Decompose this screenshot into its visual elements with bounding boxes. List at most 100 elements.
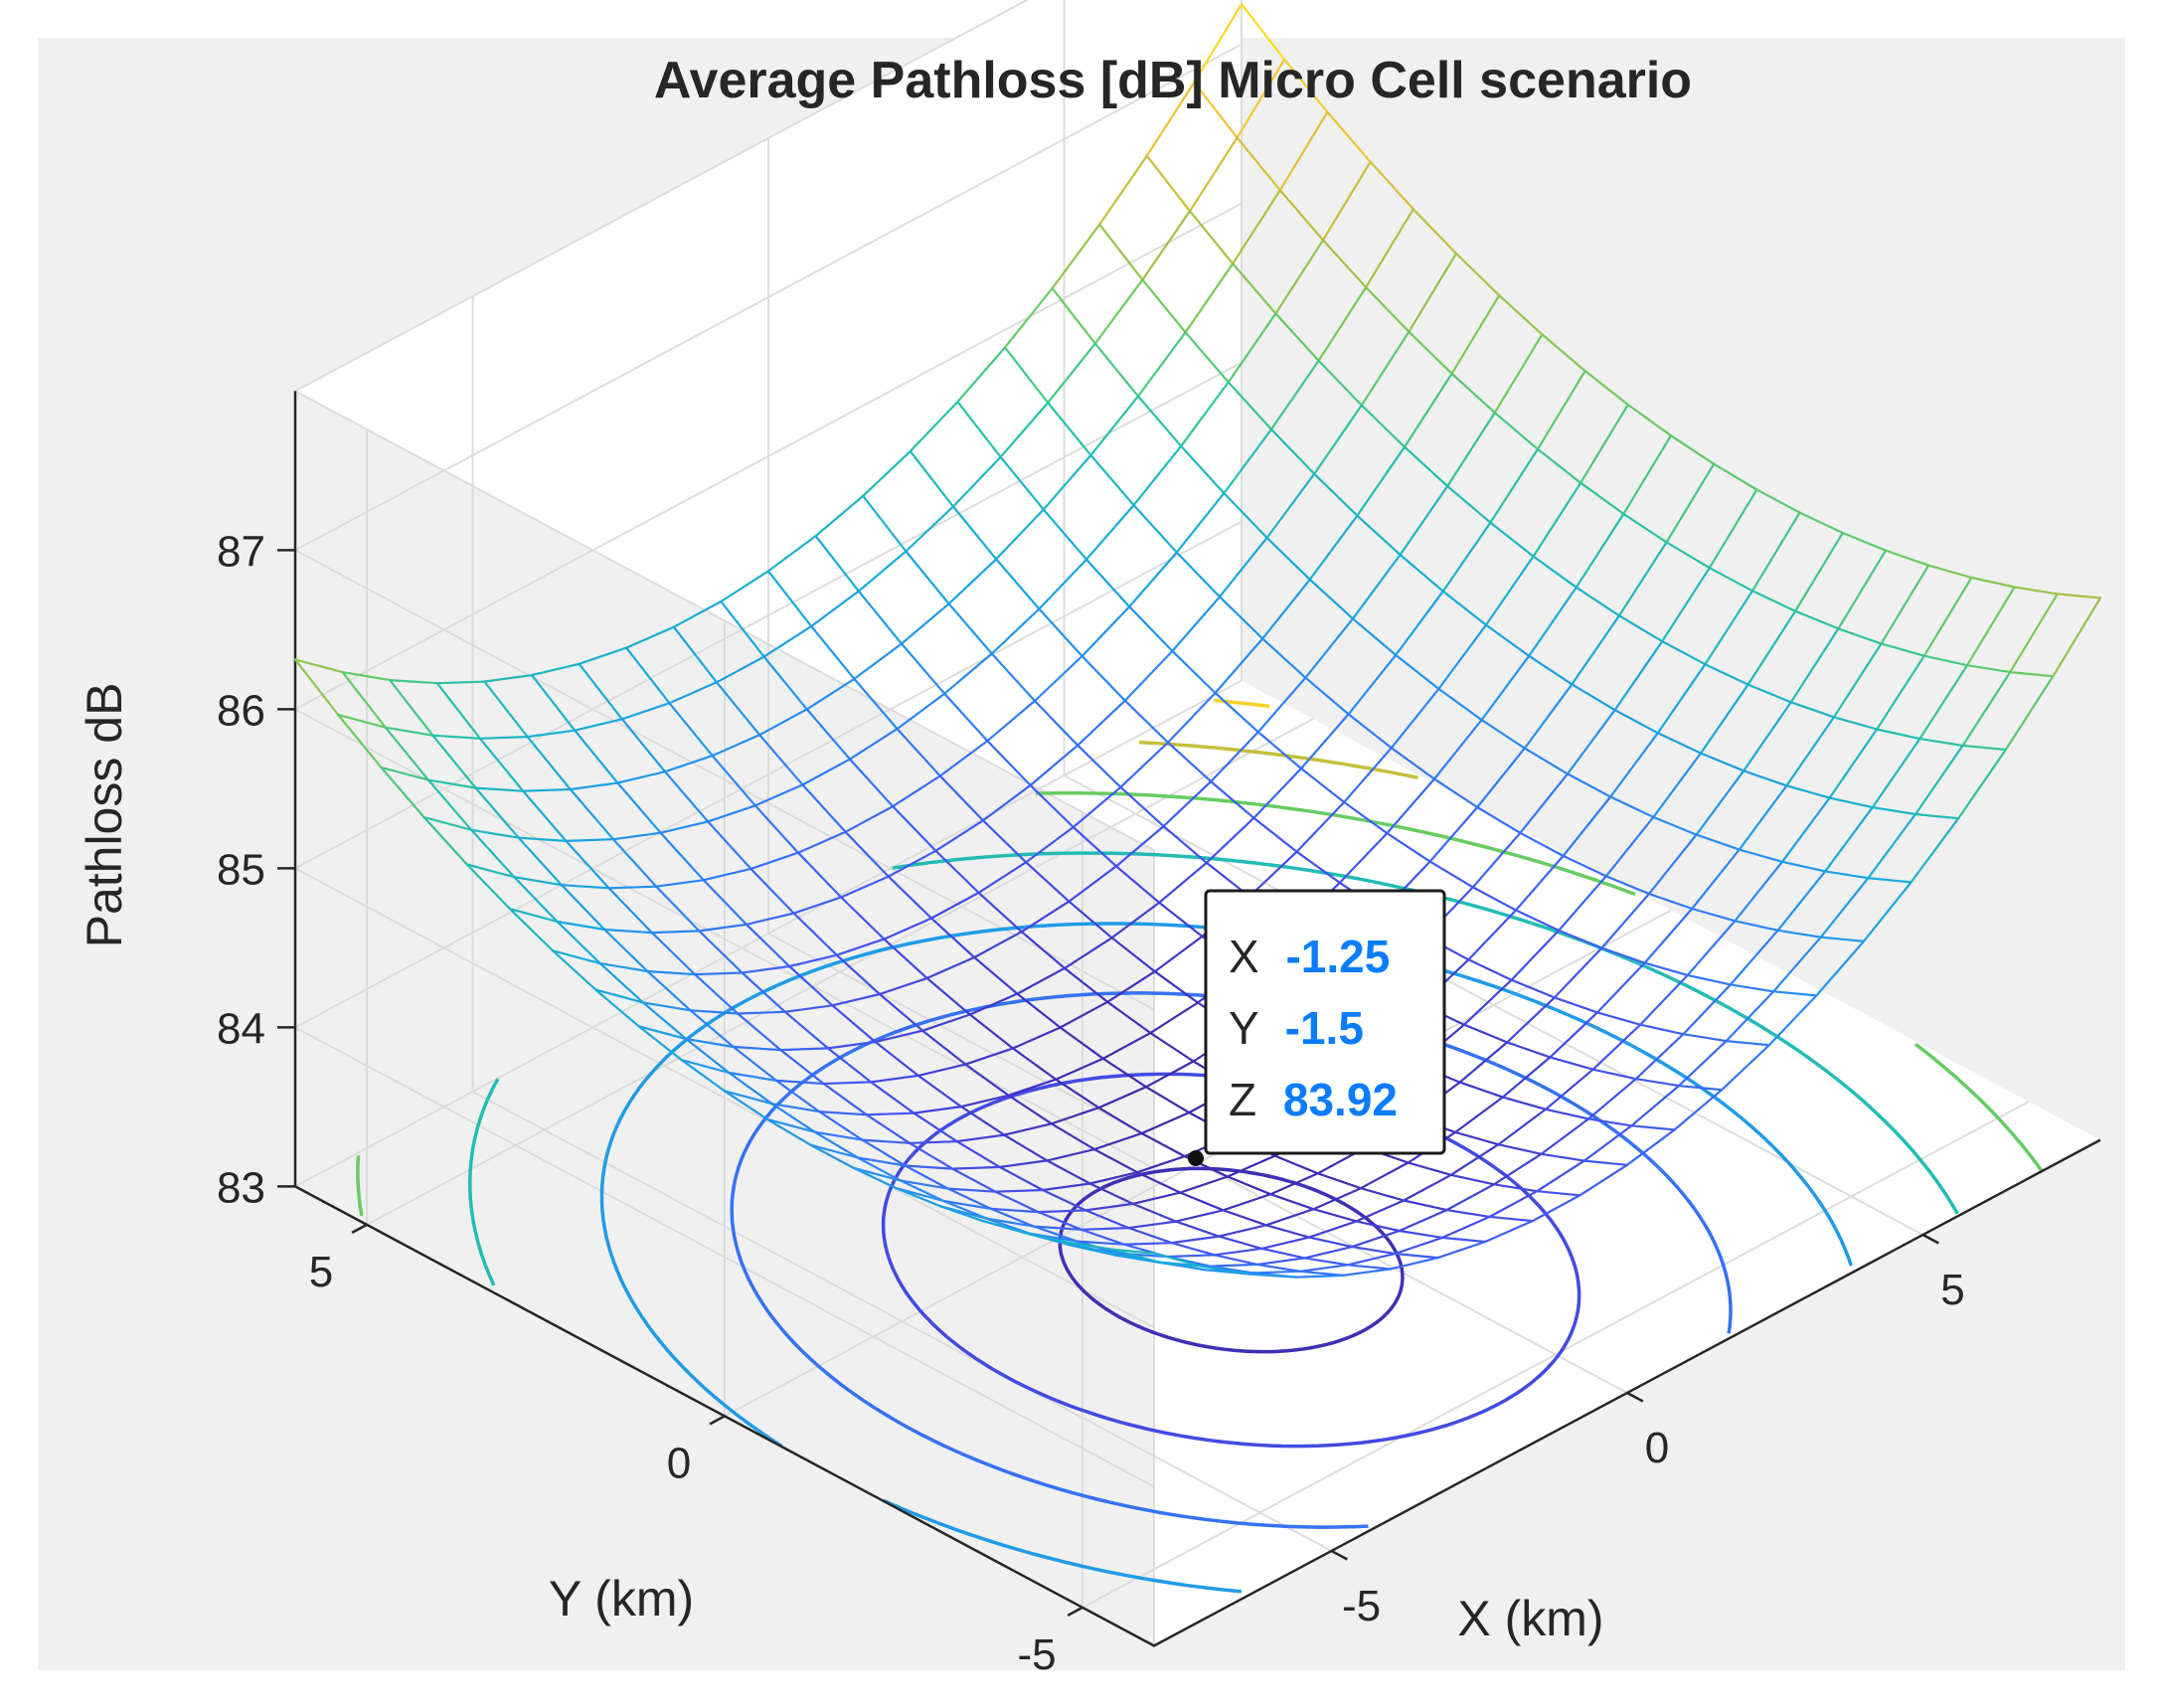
mesh-segment [805, 708, 852, 761]
mesh-segment [1136, 331, 1187, 398]
mesh-segment [1558, 875, 1607, 933]
mesh-segment [844, 804, 895, 833]
mesh-segment [1625, 1128, 1676, 1166]
mesh-segment [1261, 578, 1311, 640]
datatip-y-row: Y -1.5 [1229, 1002, 1364, 1054]
mesh-segment [1918, 737, 1964, 748]
mesh-segment [483, 673, 534, 683]
mesh-segment [1454, 1096, 1504, 1134]
mesh-segment [1223, 492, 1268, 540]
mesh-segment [1184, 331, 1230, 384]
mesh-segment [2009, 670, 2055, 678]
mesh-segment [1175, 551, 1222, 598]
mesh-segment [1299, 1264, 1349, 1273]
mesh-segment [955, 1139, 1001, 1169]
mesh-segment [1308, 578, 1355, 620]
mesh-segment [1437, 623, 1488, 691]
mesh-segment [1484, 555, 1535, 626]
mesh-segment [1562, 854, 1607, 878]
mesh-segment [1145, 81, 1196, 157]
mesh-segment [1343, 747, 1393, 804]
mesh-segment [1128, 605, 1174, 653]
mesh-segment [1227, 312, 1277, 384]
mesh-segment [1458, 1081, 1504, 1099]
mesh-segment [1497, 1108, 1548, 1146]
mesh-segment [1025, 825, 1075, 864]
mesh-segment [1033, 699, 1079, 747]
mesh-segment [840, 875, 890, 899]
mesh-segment [981, 1219, 1027, 1235]
mesh-segment [603, 928, 653, 935]
mesh-segment [1076, 1240, 1126, 1246]
datatip-marker [1188, 1150, 1204, 1166]
mesh-segment [1789, 701, 1836, 719]
mesh-segment [1317, 285, 1368, 362]
mesh-segment [934, 819, 985, 852]
mesh-segment [341, 670, 392, 682]
mesh-segment [831, 992, 882, 1007]
mesh-segment [896, 727, 941, 777]
mesh-segment [1174, 1220, 1221, 1238]
mesh-segment [904, 1164, 949, 1190]
mesh-segment [783, 1010, 830, 1050]
mesh-segment [1359, 1187, 1406, 1202]
mesh-segment [1575, 586, 1621, 617]
datatip-z-value: 83.92 [1283, 1074, 1398, 1125]
mesh-segment [1595, 1011, 1642, 1026]
mesh-segment [1214, 637, 1264, 695]
mesh-segment [1080, 605, 1131, 658]
mesh-segment [478, 737, 525, 792]
mesh-segment [1136, 395, 1183, 447]
mesh-segment [1918, 664, 1969, 741]
mesh-segment [814, 494, 865, 538]
contour-line [1548, 1088, 1733, 1334]
mesh-segment [646, 969, 692, 1012]
axes-layer [293, 391, 2101, 1647]
mesh-segment [1970, 576, 2016, 589]
mesh-segment [1047, 402, 1092, 456]
mesh-segment [2052, 597, 2102, 678]
mesh-segment [1832, 642, 1883, 719]
mesh-segment [1579, 481, 1625, 516]
mesh-segment [977, 861, 1028, 895]
mesh-segment [698, 930, 744, 974]
mesh-segment [1365, 285, 1411, 333]
mesh-segment [1128, 551, 1178, 608]
mesh-segment [809, 1143, 855, 1169]
mesh-segment [925, 955, 976, 980]
mesh-segment [1213, 1247, 1263, 1257]
x-tick-mark [1330, 1549, 1348, 1561]
mesh-segment [1200, 1265, 1250, 1276]
mesh-segment [470, 828, 516, 879]
datatip[interactable]: X -1.25 Y -1.5 Z 83.92 [1188, 889, 1446, 1166]
mesh-segment [1743, 769, 1788, 787]
mesh-segment [1399, 553, 1444, 593]
mesh-segment [1059, 1000, 1109, 1029]
mesh-segment [422, 815, 473, 831]
mesh-segment [732, 1045, 782, 1052]
mesh-segment [929, 917, 976, 959]
mesh-segment [1467, 958, 1513, 981]
mesh-segment [857, 550, 908, 593]
mesh-segment [1789, 627, 1840, 704]
mesh-segment [1767, 994, 1818, 1047]
mesh-segment [380, 766, 425, 819]
mesh-segment [565, 839, 610, 890]
mesh-segment [758, 734, 804, 786]
mesh-segment [1780, 796, 1831, 863]
mesh-segment [646, 969, 697, 976]
mesh-segment [1514, 909, 1561, 933]
mesh-segment [1079, 1228, 1126, 1246]
mesh-segment [522, 787, 572, 792]
mesh-segment [1041, 1188, 1087, 1212]
mesh-segment [995, 558, 1041, 610]
mesh-segment [977, 891, 1023, 934]
mesh-segment [293, 658, 344, 674]
mesh-segment [574, 718, 623, 732]
grid-line-y-floor [366, 718, 1314, 1226]
mesh-segment [1699, 752, 1745, 772]
mesh-segment [720, 570, 770, 603]
mesh-segment [1532, 555, 1577, 589]
mesh-segment [1961, 744, 2007, 752]
mesh-segment [995, 508, 1045, 561]
